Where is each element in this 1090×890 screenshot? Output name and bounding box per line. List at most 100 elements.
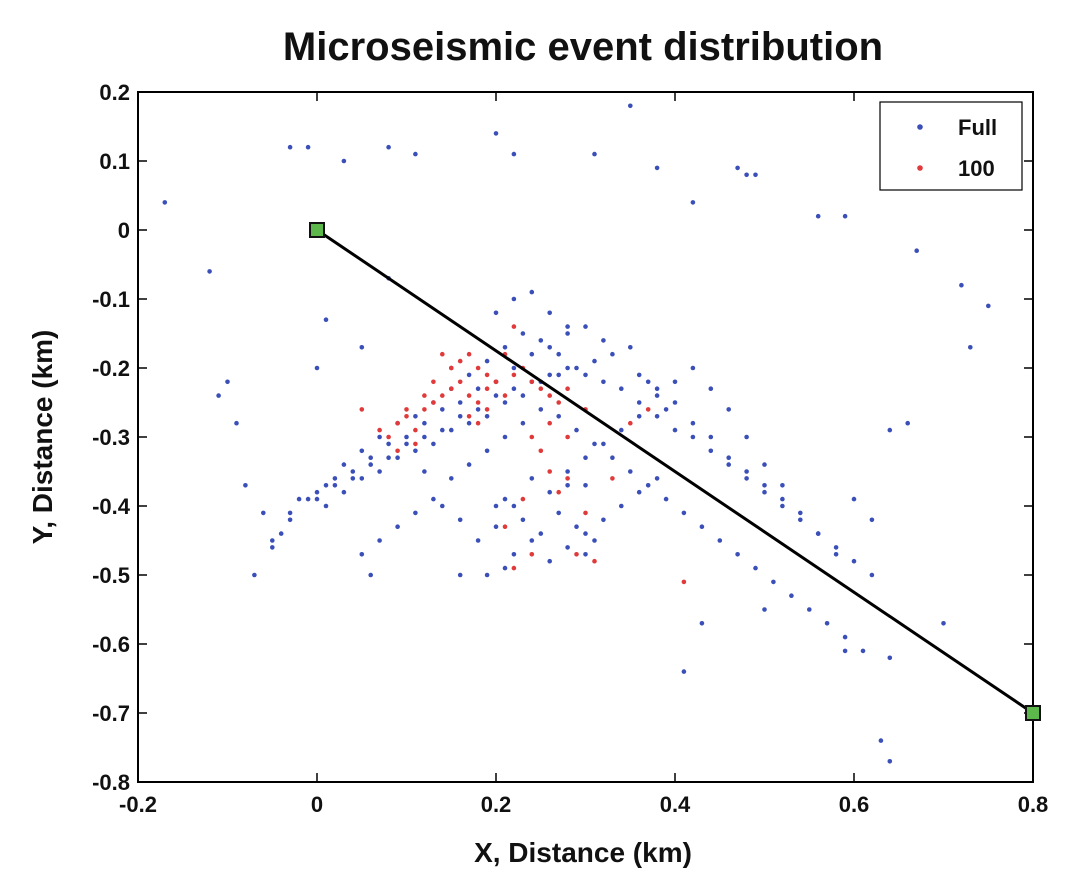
point-100 <box>529 552 535 557</box>
x-tick-label: 0.8 <box>1018 792 1049 817</box>
point-100 <box>404 414 409 419</box>
point-full <box>440 427 445 433</box>
point-full <box>270 538 275 543</box>
point-full <box>368 572 374 578</box>
point-full <box>735 552 740 557</box>
point-full <box>690 200 696 205</box>
point-full <box>753 565 758 571</box>
point-full <box>520 331 526 336</box>
y-tick-label: -0.1 <box>92 287 130 312</box>
point-full <box>654 476 660 481</box>
point-full <box>744 434 749 440</box>
point-full <box>824 621 830 626</box>
point-full <box>475 538 481 543</box>
point-full <box>789 593 794 598</box>
point-100 <box>466 414 472 419</box>
point-full <box>601 441 606 447</box>
point-full <box>314 489 320 495</box>
point-full <box>341 462 347 467</box>
point-full <box>851 496 857 502</box>
point-full <box>359 476 365 481</box>
point-full <box>502 400 508 405</box>
point-full <box>404 441 409 447</box>
point-full <box>350 469 356 474</box>
point-100 <box>511 565 517 571</box>
point-full <box>690 365 696 371</box>
point-full <box>377 469 382 474</box>
point-full <box>529 351 535 357</box>
point-full <box>565 545 570 550</box>
point-full <box>314 496 320 502</box>
point-full <box>708 434 714 440</box>
point-100 <box>645 407 651 412</box>
point-full <box>574 365 579 371</box>
point-100 <box>511 372 517 378</box>
point-full <box>529 538 535 543</box>
point-full <box>636 489 642 495</box>
point-100 <box>484 386 490 392</box>
point-full <box>323 483 329 488</box>
point-100 <box>628 420 633 426</box>
point-full <box>287 144 293 150</box>
point-full <box>636 400 642 405</box>
point-full <box>905 420 910 426</box>
point-100 <box>475 420 481 426</box>
axis-ticks: -0.2 0 0.2 0.4 0.6 0.8 0.2 0.1 0 -0.1 -0.2 -0.3 -0.4… <box>92 80 1048 817</box>
point-full <box>287 517 293 523</box>
point-100 <box>520 496 526 502</box>
legend-marker-100 <box>917 165 923 171</box>
point-full <box>753 172 758 178</box>
point-full <box>968 345 973 350</box>
point-full <box>744 469 749 474</box>
point-full <box>869 572 875 578</box>
point-full <box>654 165 660 171</box>
point-full <box>583 531 588 536</box>
point-full <box>431 496 436 502</box>
point-full <box>690 434 696 440</box>
point-100 <box>592 558 597 564</box>
point-full <box>484 448 490 454</box>
point-full <box>547 310 552 316</box>
point-full <box>359 345 365 350</box>
point-full <box>493 310 499 316</box>
point-full <box>296 496 302 502</box>
point-full <box>216 393 221 398</box>
point-full <box>520 420 526 426</box>
point-full <box>592 151 597 157</box>
point-full <box>654 393 660 398</box>
point-full <box>744 476 749 481</box>
point-full <box>833 552 839 557</box>
point-full <box>645 483 651 488</box>
chart-title: Microseismic event distribution <box>283 25 883 69</box>
point-full <box>529 476 535 481</box>
point-100 <box>547 469 552 474</box>
point-full <box>762 462 767 467</box>
point-full <box>493 503 499 509</box>
point-full <box>636 414 642 419</box>
point-full <box>654 386 660 392</box>
point-full <box>449 476 454 481</box>
point-full <box>807 607 812 612</box>
point-full <box>780 503 785 509</box>
point-full <box>440 503 445 509</box>
point-100 <box>529 379 535 385</box>
y-axis-label: Y, Distance (km) <box>27 330 58 545</box>
point-100 <box>440 351 445 357</box>
point-full <box>341 489 347 495</box>
point-full <box>887 759 893 764</box>
point-100 <box>529 434 535 440</box>
point-full <box>466 372 472 378</box>
point-full <box>565 365 570 371</box>
point-full <box>341 158 347 164</box>
y-tick-label: -0.7 <box>92 701 130 726</box>
point-full <box>538 531 544 536</box>
point-full <box>798 517 803 523</box>
y-tick-label: 0.1 <box>99 149 130 174</box>
point-full <box>583 483 588 488</box>
point-full <box>860 648 866 654</box>
point-100 <box>484 407 490 412</box>
point-full <box>511 503 517 509</box>
point-100 <box>681 579 687 585</box>
point-full <box>735 165 740 171</box>
